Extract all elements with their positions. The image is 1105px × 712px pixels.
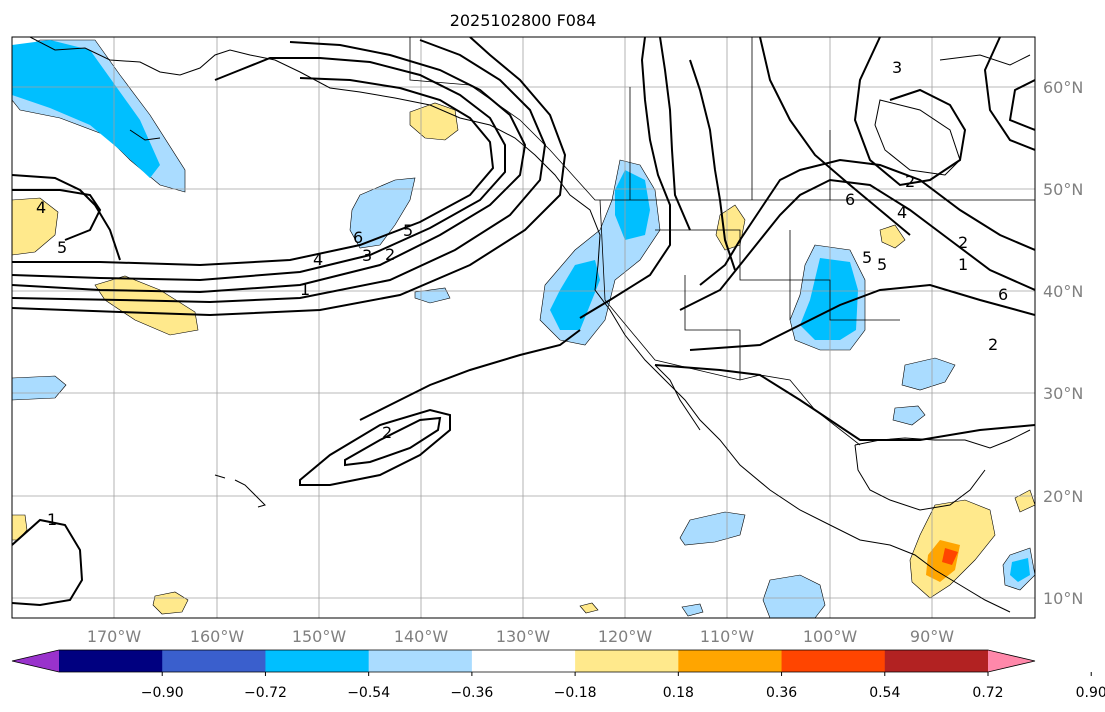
anomaly-region: [1014, 489, 1035, 513]
colorbar-extend-high: [988, 650, 1035, 672]
latitude-labels: 60°N 50°N 40°N 30°N 20°N 10°N: [1043, 78, 1083, 608]
anomaly-region: [579, 602, 599, 614]
colorbar-bin: [575, 650, 679, 672]
anomaly-region: [12, 375, 67, 401]
contour-label: 5: [57, 238, 67, 257]
contour-label: 1: [300, 280, 310, 299]
contour-label: 1: [958, 255, 968, 274]
anomaly-region: [892, 405, 926, 426]
coastlines: [29, 37, 1035, 613]
map-title: 2025102800 F084: [450, 11, 597, 30]
lon-label: 160°W: [190, 627, 245, 646]
map-layers: 1 4 5 6 5 4 3 2 1 2 2 5 6 2 6 3 4 2 1 5: [12, 37, 1035, 618]
contour-label: 5: [403, 221, 413, 240]
contour-label: 3: [362, 246, 372, 265]
colorbar-bin: [678, 650, 783, 672]
longitude-labels: 170°W 160°W 150°W 140°W 130°W 120°W 110°…: [87, 627, 954, 646]
lon-label: 120°W: [598, 627, 653, 646]
colorbar-bin: [471, 650, 576, 672]
contour-label: 2: [905, 172, 915, 191]
lon-label: 140°W: [394, 627, 449, 646]
lat-label: 10°N: [1043, 589, 1083, 608]
anomaly-region: [12, 197, 59, 256]
anomaly-region: [800, 258, 858, 340]
lat-label: 30°N: [1043, 384, 1083, 403]
anomaly-region: [762, 574, 826, 618]
colorbar-tick-label: 0.54: [869, 685, 900, 701]
contour-label: 5: [877, 255, 887, 274]
colorbar-tick-label: 0.18: [663, 685, 694, 701]
anomaly-region: [1010, 558, 1030, 582]
contour-label: 5: [862, 248, 872, 267]
contour-label: 1: [47, 510, 57, 529]
colorbar-bin: [59, 650, 163, 672]
contour-label: 2: [382, 423, 392, 442]
lon-label: 90°W: [910, 627, 954, 646]
anomaly-region: [615, 170, 650, 240]
contour-label: 4: [897, 203, 907, 222]
colorbar-tick-label: −0.54: [347, 685, 390, 701]
anomaly-region: [414, 287, 451, 304]
colorbar-bin: [368, 650, 473, 672]
lon-label: 110°W: [700, 627, 755, 646]
colorbar-bin: [884, 650, 989, 672]
anomaly-region: [879, 224, 906, 249]
colorbar-tick-label: −0.72: [244, 685, 287, 701]
contour-lines: [12, 37, 1035, 607]
colorbar-tick-label: 0.72: [972, 685, 1003, 701]
anomaly-region: [12, 40, 160, 178]
contour-label: 4: [313, 250, 323, 269]
lon-label: 170°W: [87, 627, 142, 646]
contour-label: 4: [36, 198, 46, 217]
lat-label: 20°N: [1043, 487, 1083, 506]
colorbar-tick-label: −0.90: [141, 685, 184, 701]
anomaly-region: [152, 591, 189, 615]
contour-label: 2: [958, 233, 968, 252]
lat-label: 50°N: [1043, 180, 1083, 199]
anomaly-region: [550, 260, 600, 330]
anomaly-region: [901, 357, 956, 391]
shading-layer: [12, 39, 1035, 618]
anomaly-region: [679, 511, 746, 546]
colorbar-bin: [265, 650, 370, 672]
colorbar-tick-label: 0.90: [1076, 685, 1105, 701]
anomaly-region: [681, 603, 704, 617]
lon-label: 130°W: [496, 627, 551, 646]
colorbar-tick-label: −0.36: [450, 685, 493, 701]
map-frame: [11, 36, 1036, 619]
contour-label: 2: [988, 335, 998, 354]
colorbar-bin: [162, 650, 266, 672]
lat-label: 60°N: [1043, 78, 1083, 97]
lon-label: 150°W: [292, 627, 347, 646]
lat-label: 40°N: [1043, 282, 1083, 301]
contour-labels: 1 4 5 6 5 4 3 2 1 2 2 5 6 2 6 3 4 2 1 5: [36, 58, 1008, 529]
colorbar-outline: [11, 649, 1036, 673]
colorbar-tick-label: −0.18: [554, 685, 597, 701]
contour-label: 6: [353, 228, 363, 247]
colorbar-bin: [781, 650, 886, 672]
contour-label: 6: [998, 285, 1008, 304]
contour-label: 6: [845, 190, 855, 209]
anomaly-region: [942, 548, 958, 565]
lon-label: 100°W: [803, 627, 858, 646]
colorbar: −0.90 −0.72 −0.54 −0.36 −0.18 0.18 0.36 0.54 0.7…: [11, 649, 1105, 701]
contour-label: 2: [385, 245, 395, 264]
colorbar-extend-low: [12, 650, 59, 672]
contour-label: 3: [892, 58, 902, 77]
colorbar-tick-label: 0.36: [766, 685, 797, 701]
